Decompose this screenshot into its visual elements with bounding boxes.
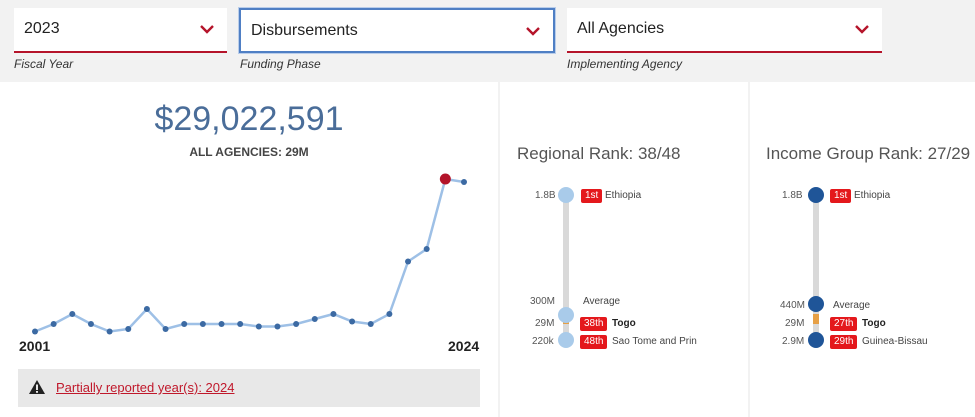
rank-value: 29M [785,318,805,329]
agency-subtotal: ALL AGENCIES: 29M [189,145,309,159]
trend-point[interactable] [367,321,374,327]
rank-country: Togo [612,318,636,329]
regional-rank-track [558,187,574,348]
rank-value: 1.8B [535,190,556,201]
fiscal-year-label: Fiscal Year [14,57,74,71]
total-amount: $29,022,591 [154,100,344,138]
start-year-label: 2001 [19,338,51,354]
rank-badge: 1st [830,189,852,203]
rank-value: 2.9M [782,336,805,347]
chevron-down-icon [526,27,540,36]
rank-dot-top [558,187,574,203]
rank-country: Average [833,300,871,311]
trend-point-selected[interactable] [439,173,451,185]
rank-country: Sao Tome and Prin [612,336,697,347]
income-rank-title: Income Group Rank: 27/29 [766,144,971,163]
trend-point[interactable] [274,323,281,330]
rank-dot-top [808,187,824,203]
rank-dot-bottom [808,332,824,348]
warning-icon [29,380,45,394]
trend-point[interactable] [50,321,57,327]
rank-badge: 27th [830,317,858,331]
rank-value: 300M [530,296,556,307]
trend-point[interactable] [293,321,300,327]
trend-point[interactable] [125,326,132,332]
trend-point[interactable] [349,318,356,325]
rank-dot-bottom [558,332,574,348]
implementing-agency-value: All Agencies [577,20,665,37]
trend-point[interactable] [32,328,38,335]
trend-point[interactable] [106,328,113,335]
trend-point[interactable] [386,311,393,317]
end-year-label: 2024 [448,338,480,354]
trend-point[interactable] [330,311,337,317]
trend-point[interactable] [162,326,169,332]
regional-rank-panel: Regional Rank: 38/48 1.8B 1st Ethiopia 3… [500,82,748,417]
fiscal-year-select[interactable]: 2023 [14,8,227,53]
rank-badge: 48th [580,335,608,349]
trend-point[interactable] [255,323,262,330]
trend-point[interactable] [405,258,412,265]
fiscal-year-value: 2023 [24,20,60,37]
rank-value: 220k [532,336,554,347]
funding-phase-label: Funding Phase [240,57,321,71]
trend-point[interactable] [87,321,94,327]
trend-point[interactable] [218,321,225,327]
rank-badge: 1st [581,189,603,203]
rank-dot-average [558,307,574,323]
trend-point[interactable] [69,311,76,317]
chevron-down-icon [855,25,869,34]
rank-country: Ethiopia [854,190,891,201]
rank-country: Average [583,296,621,307]
trend-chart [32,173,467,335]
rank-badge: 29th [830,335,858,349]
funding-phase-value: Disbursements [251,22,358,39]
trend-point[interactable] [423,246,430,252]
rank-value: 29M [535,318,555,329]
trend-series-line [34,177,465,333]
chevron-down-icon [200,25,214,34]
partial-report-link[interactable]: Partially reported year(s): 2024 [56,380,235,395]
rank-country: Guinea-Bissau [862,336,928,347]
rank-country: Ethiopia [605,190,642,201]
trend-point[interactable] [199,321,206,327]
regional-rank-title: Regional Rank: 38/48 [517,144,681,163]
trend-point[interactable] [181,321,188,327]
funding-phase-select[interactable]: Disbursements [239,8,555,53]
rank-dot-average [808,296,824,312]
implementing-agency-label: Implementing Agency [567,57,682,71]
income-rank-panel: Income Group Rank: 27/29 1.8B 1st Ethiop… [750,82,975,417]
funding-trend-panel: $29,022,591 ALL AGENCIES: 29M 2001 2024 … [0,82,498,417]
filter-bar: 2023 Fiscal Year Disbursements Funding P… [0,0,975,82]
trend-point[interactable] [237,321,244,327]
rank-value: 440M [780,300,806,311]
partial-report-notice: Partially reported year(s): 2024 [18,369,480,407]
rank-country: Togo [862,318,886,329]
implementing-agency-select[interactable]: All Agencies [567,8,882,53]
trend-point[interactable] [461,179,467,185]
income-rank-track [808,187,824,348]
rank-badge: 38th [580,317,608,331]
rank-value: 1.8B [782,190,803,201]
trend-point[interactable] [143,306,150,312]
trend-point[interactable] [311,316,318,322]
